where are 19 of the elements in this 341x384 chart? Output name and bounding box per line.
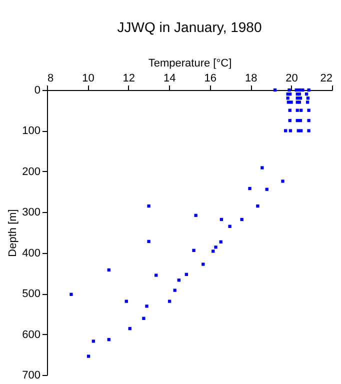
y-tick-label: 400 <box>22 247 40 260</box>
x-tick-label: 10 <box>82 72 94 84</box>
x-tick-label: 20 <box>286 72 298 84</box>
x-tick-label: 12 <box>122 72 136 84</box>
y-axis-title: Depth [m] <box>7 209 20 257</box>
x-tick-label: 8 <box>48 72 54 84</box>
x-tick-label: 22 <box>320 72 332 84</box>
x-tick-label: 16 <box>204 72 216 84</box>
y-tick-label: 300 <box>22 206 40 219</box>
y-tick-label: 200 <box>22 166 40 178</box>
y-tick-label: 500 <box>22 288 40 300</box>
x-tick-label: 18 <box>244 72 258 84</box>
chart-title: JJWQ in January, 1980 <box>117 19 262 35</box>
x-axis-title: Temperature [°C] <box>148 58 232 70</box>
y-tick-label: 100 <box>22 125 40 138</box>
x-tick-label: 14 <box>164 72 176 84</box>
y-tick-label: 700 <box>22 370 40 382</box>
y-tick-label: 0 <box>34 84 40 96</box>
y-tick-label: 600 <box>22 328 40 341</box>
